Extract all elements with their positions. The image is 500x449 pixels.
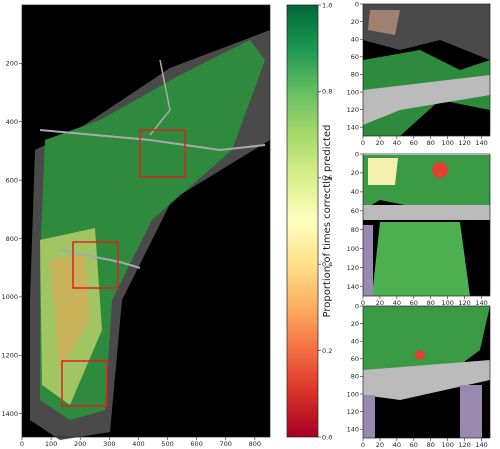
- x-tick-label: 0: [361, 441, 365, 449]
- x-tick-label: 700: [220, 440, 232, 448]
- colorbar-label: Proportion of times correctly predicted: [322, 125, 333, 318]
- colorbar-tick-label: 0.4: [322, 261, 332, 269]
- y-tick-label: 40: [351, 338, 359, 346]
- x-tick-label: 100: [45, 440, 57, 448]
- axes-frame: [362, 3, 491, 137]
- colorbar-tick-label: 1.0: [322, 1, 332, 9]
- y-tick-label: 120: [347, 408, 359, 416]
- axes-frame: [362, 153, 491, 297]
- x-tick-label: 200: [74, 440, 86, 448]
- x-tick-label: 100: [441, 441, 453, 449]
- x-tick-label: 600: [190, 440, 202, 448]
- x-tick-label: 0: [361, 139, 365, 147]
- colorbar-tick-label: 0.6: [322, 174, 332, 182]
- y-tick-label: 800: [6, 235, 18, 243]
- y-tick-label: 100: [347, 88, 359, 96]
- y-tick-label: 1200: [1, 352, 18, 360]
- x-tick-label: 60: [410, 299, 418, 307]
- x-tick-label: 400: [132, 440, 144, 448]
- y-tick-label: 20: [351, 169, 359, 177]
- y-tick-label: 20: [351, 320, 359, 328]
- y-tick-label: 140: [347, 124, 359, 132]
- y-tick-label: 120: [347, 264, 359, 272]
- y-tick-label: 0: [355, 302, 359, 310]
- colorbar-tick-label: 0.8: [322, 88, 332, 96]
- x-tick-label: 20: [376, 299, 384, 307]
- y-tick-label: 400: [6, 118, 18, 126]
- x-tick-label: 20: [376, 441, 384, 449]
- y-tick-label: 100: [347, 390, 359, 398]
- x-tick-label: 140: [475, 299, 487, 307]
- y-tick-label: 0: [355, 150, 359, 158]
- x-tick-label: 60: [410, 139, 418, 147]
- y-tick-label: 1400: [1, 410, 18, 418]
- colorbar-gradient: [287, 5, 318, 437]
- x-tick-label: 40: [393, 299, 401, 307]
- x-tick-label: 80: [427, 299, 435, 307]
- y-tick-label: 60: [351, 355, 359, 363]
- x-tick-label: 800: [249, 440, 261, 448]
- colorbar-tick-label: 0.0: [322, 433, 332, 441]
- x-tick-label: 20: [376, 139, 384, 147]
- y-tick-label: 60: [351, 207, 359, 215]
- y-tick-label: 0: [355, 0, 359, 8]
- y-tick-label: 140: [347, 426, 359, 434]
- y-tick-label: 60: [351, 53, 359, 61]
- colorbar-tick-label: 0.2: [322, 347, 332, 355]
- x-tick-label: 0: [361, 299, 365, 307]
- y-tick-label: 40: [351, 36, 359, 44]
- y-tick-label: 200: [6, 60, 18, 68]
- x-tick-label: 120: [458, 299, 470, 307]
- x-tick-label: 40: [393, 139, 401, 147]
- axes-frame: [362, 305, 491, 439]
- x-tick-label: 300: [103, 440, 115, 448]
- y-tick-label: 1000: [1, 293, 18, 301]
- y-tick-label: 20: [351, 18, 359, 26]
- colorbar-frame: [286, 4, 319, 438]
- y-tick-label: 80: [351, 226, 359, 234]
- x-tick-label: 60: [410, 441, 418, 449]
- x-tick-label: 500: [161, 440, 173, 448]
- x-tick-label: 120: [458, 441, 470, 449]
- y-tick-label: 600: [6, 176, 18, 184]
- y-tick-label: 80: [351, 71, 359, 79]
- x-tick-label: 120: [458, 139, 470, 147]
- y-tick-label: 40: [351, 188, 359, 196]
- inset-image: [363, 4, 490, 438]
- map-image: [22, 5, 270, 440]
- x-tick-label: 100: [441, 299, 453, 307]
- axes-frame: [21, 4, 271, 438]
- y-tick-label: 120: [347, 106, 359, 114]
- x-tick-label: 140: [475, 441, 487, 449]
- y-tick-label: 140: [347, 283, 359, 291]
- x-tick-label: 140: [475, 139, 487, 147]
- y-tick-label: 100: [347, 245, 359, 253]
- x-tick-label: 100: [441, 139, 453, 147]
- x-tick-label: 0: [20, 440, 24, 448]
- x-tick-label: 80: [427, 441, 435, 449]
- y-tick-label: 80: [351, 373, 359, 381]
- x-tick-label: 80: [427, 139, 435, 147]
- x-tick-label: 40: [393, 441, 401, 449]
